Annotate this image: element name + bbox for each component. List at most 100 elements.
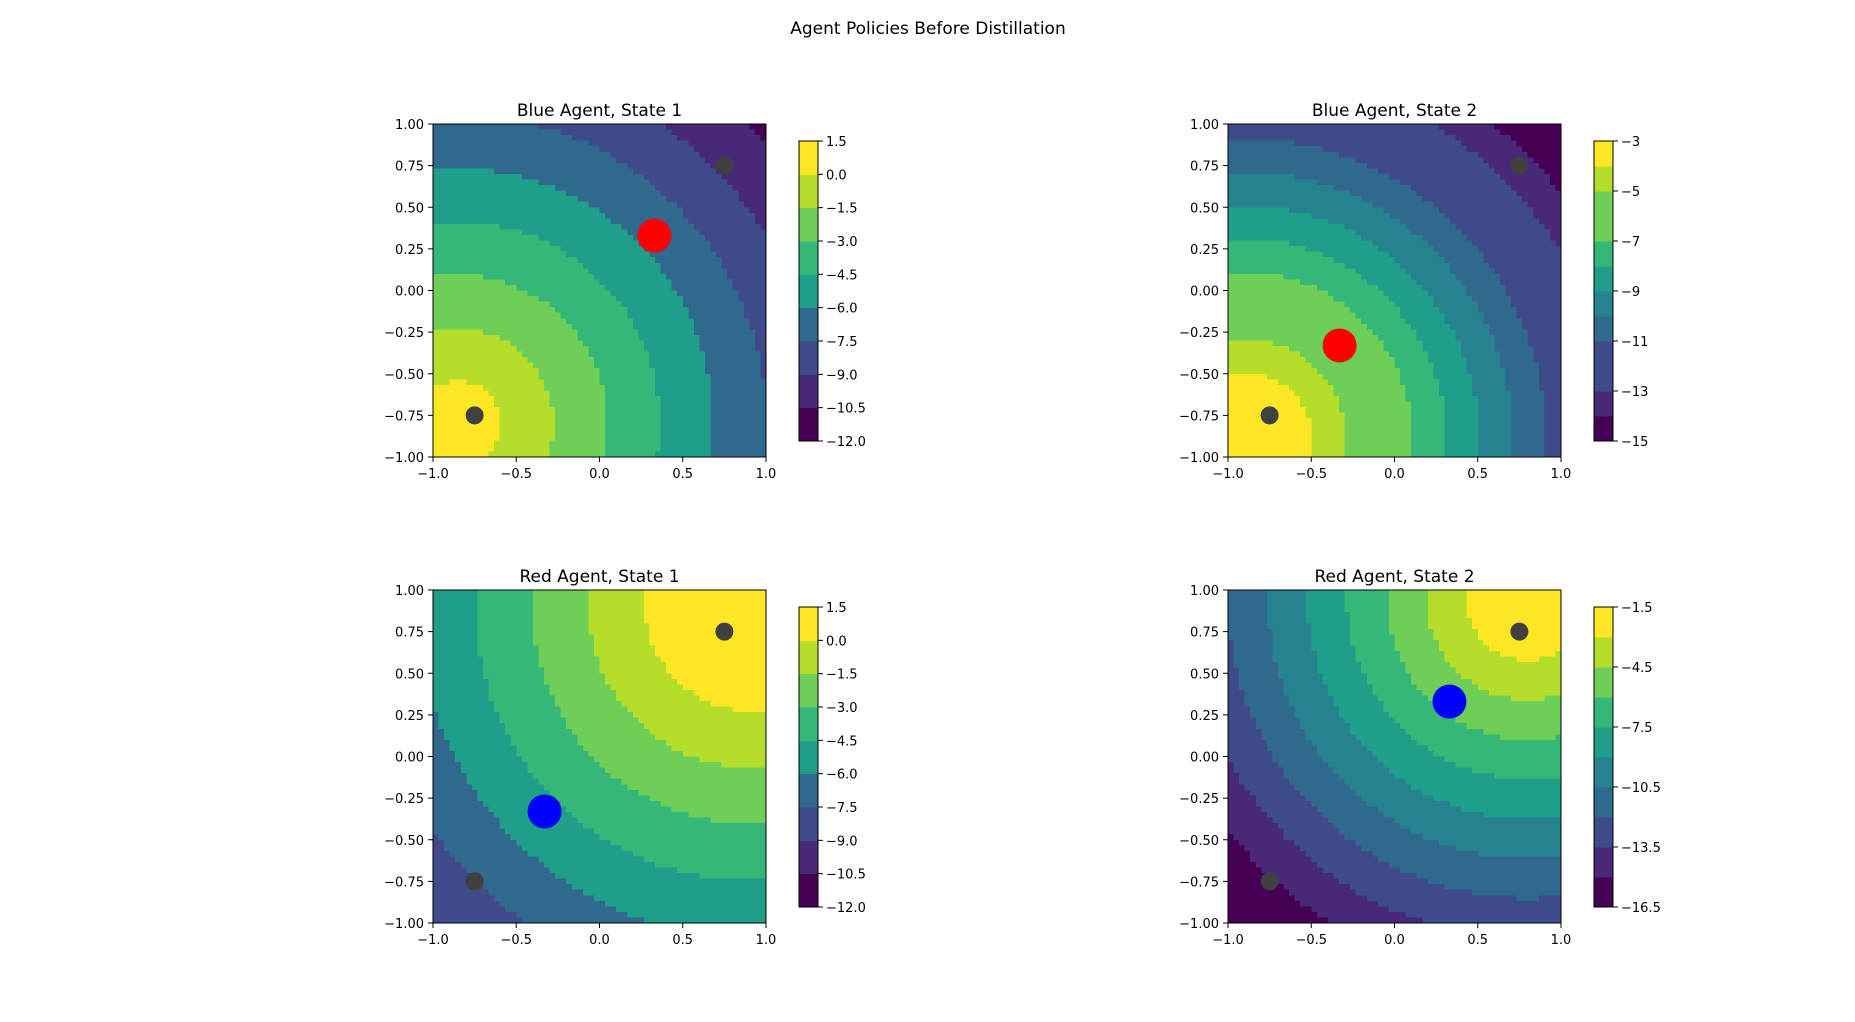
y-tick-label: −0.75 [1179,875,1219,890]
colorbar-band [1594,697,1613,728]
colorbar-tick-label: −11 [1621,335,1648,350]
subplot-grid: Blue Agent, State 1−1.0 −0.5 0.0 0.5 1.01.00… [384,101,1661,948]
colorbar-frame [798,606,819,908]
x-tick-label: 0.0 [589,467,610,482]
colorbar-tick-label: 1.5 [826,601,847,616]
colorbar-tick-label: −10.5 [826,868,866,883]
x-tick-label: −0.5 [500,467,532,482]
colorbar-band [1594,391,1613,417]
colorbar-band [799,707,818,741]
colorbar-tick-label: −16.5 [1621,901,1661,916]
colorbar-band [1594,366,1613,392]
colorbar-band [1594,637,1613,668]
y-tick-label: −0.25 [384,792,424,807]
y-tick-label: 0.75 [1190,160,1219,175]
colorbar-tick-label: −10.5 [826,402,866,417]
colorbar-band [799,174,818,209]
subplot-4: Red Agent, State 2 −1.0 −0.5 0.0 0.5 1.0 1.00 0… [1179,567,1661,948]
y-tick-label: 1.00 [395,118,424,133]
colorbar-band [1594,877,1613,908]
colorbar-band [1594,757,1613,788]
y-tick-label: 0.50 [1190,201,1219,216]
colorbar-tick-label: −9 [1621,285,1640,300]
colorbar-tick-label: −6.0 [826,768,858,783]
colorbar-band [1594,847,1613,878]
colorbar-band [1594,341,1613,367]
colorbar: −1.5 −4.5 −7.5 −10.5 −13.5 −16.5 [1593,601,1661,916]
y-tick-label: 0.50 [395,667,424,682]
y-tick-label: 0.25 [395,709,424,724]
y-tick-label: −1.00 [1179,917,1219,932]
contour-field [1228,590,1561,923]
x-tick-label: 0.5 [1467,467,1488,482]
colorbar-tick-label: −7 [1621,235,1640,250]
y-tick-label: −0.25 [1179,792,1219,807]
colorbar-tick-label: −15 [1621,435,1648,450]
subplot-1: Blue Agent, State 1 −1.0 −0.5 0.0 0.5 1.0 1.00… [384,101,866,482]
colorbar-tick-label: −9.0 [826,368,858,383]
colorbar-tick-label: −3 [1621,135,1640,150]
landmark-1 [465,406,484,425]
agent-marker [527,794,562,829]
x-tick-label: 1.0 [1551,467,1572,482]
colorbar-band [799,673,818,708]
contour-field [433,124,766,457]
colorbar-tick-label: −1.5 [826,202,858,217]
colorbar-tick-label: −7.5 [826,801,858,816]
subplot-title: Blue Agent, State 1 [517,101,682,121]
landmark-1 [465,872,484,891]
colorbar-tick-label: −13 [1621,385,1648,400]
colorbar-tick-label: −12.0 [826,435,866,450]
colorbar-frame [1593,606,1614,908]
y-tick-label: −0.50 [384,368,424,383]
colorbar-band [799,607,818,641]
y-tick-label: 1.00 [395,584,424,599]
colorbar-band [799,873,818,908]
colorbar-tick-label: −4.5 [826,734,858,749]
landmark-1 [1260,872,1279,891]
agent-marker [1432,684,1467,719]
x-tick-label: 1.0 [1551,933,1572,948]
y-tick-label: −0.25 [384,326,424,341]
y-tick-label: 0.75 [395,160,424,175]
colorbar-band [1594,316,1613,342]
colorbar-tick-label: −5 [1621,185,1640,200]
contour-field [433,590,766,923]
y-tick-label: 0.75 [1190,626,1219,641]
colorbar-tick-label: −13.5 [1621,841,1661,856]
colorbar-frame [798,140,819,442]
colorbar-tick-label: −1.5 [826,668,858,683]
x-tick-label: −1.0 [417,467,449,482]
x-tick-label: −0.5 [1295,467,1327,482]
y-tick-label: 0.00 [1190,285,1219,300]
colorbar-band [1594,667,1613,698]
subplot-3: Red Agent, State 1 −1.0 −0.5 0.0 0.5 1.0 1.00 0… [384,567,866,948]
colorbar-band [799,407,818,442]
x-tick-label: 0.5 [1467,933,1488,948]
colorbar-band [1594,727,1613,758]
agent-marker [637,218,672,253]
colorbar-band [1594,416,1613,442]
y-tick-label: 0.00 [1190,751,1219,766]
y-tick-label: −0.50 [1179,834,1219,849]
x-tick-label: −1.0 [417,933,449,948]
colorbar-band [1594,166,1613,192]
colorbar-band [799,341,818,375]
x-tick-label: −1.0 [1212,933,1244,948]
landmark-1 [1260,406,1279,425]
x-tick-label: 0.0 [1384,933,1405,948]
colorbar-band [1594,817,1613,848]
colorbar-tick-label: 0.0 [826,168,847,183]
colorbar-band [799,807,818,841]
colorbar-band [799,241,818,275]
x-tick-label: 0.0 [1384,467,1405,482]
colorbar: 1.5 0.0 −1.5 −3.0 −4.5 −6.0 −7.5 −9.0 −10.5 −12.0 [798,135,866,450]
y-tick-label: −0.50 [1179,368,1219,383]
colorbar-band [1594,241,1613,267]
colorbar-band [1594,787,1613,818]
colorbar-tick-label: 1.5 [826,135,847,150]
y-tick-label: 0.50 [1190,667,1219,682]
x-tick-label: −0.5 [500,933,532,948]
subplot-title: Blue Agent, State 2 [1312,101,1477,121]
